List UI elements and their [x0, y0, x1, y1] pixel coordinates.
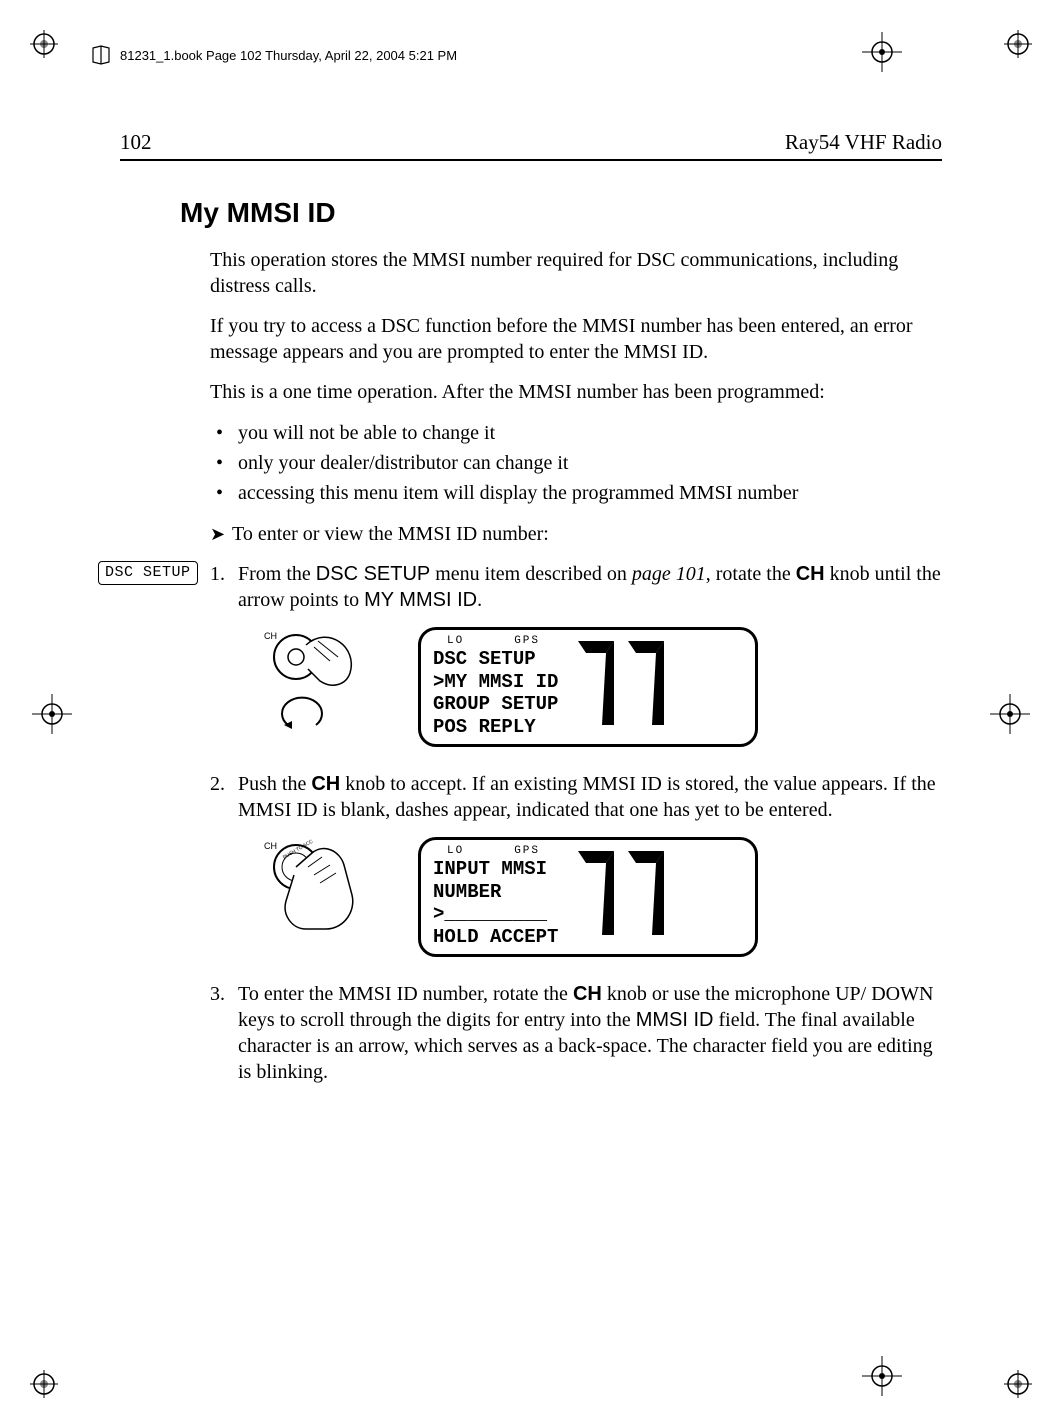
push-knob-icon: CH PUSH TO ACC	[258, 837, 378, 957]
registration-mark-icon	[990, 694, 1030, 734]
section-title: My MMSI ID	[180, 197, 942, 229]
channel-digits-icon	[576, 639, 671, 734]
arrow-icon: ➤	[210, 523, 232, 546]
svg-text:CH: CH	[264, 631, 277, 641]
crop-mark-icon	[1004, 1370, 1032, 1398]
intro-p3: This is a one time operation. After the …	[210, 379, 942, 405]
crop-mark-icon	[1004, 30, 1032, 58]
bullet-item: you will not be able to change it	[210, 419, 942, 447]
svg-text:CH: CH	[264, 841, 277, 851]
running-title: Ray54 VHF Radio	[785, 130, 942, 155]
lcd-display-1: LO GPS DSC SETUP >MY MMSI ID GROUP SETUP…	[418, 627, 758, 747]
step-1: DSC SETUP From the DSC SETUP menu item d…	[210, 561, 942, 747]
procedure-lead: ➤To enter or view the MMSI ID number:	[210, 521, 942, 547]
rotate-knob-icon: CH	[258, 627, 378, 747]
page-ref: page 101	[632, 563, 706, 585]
margin-label: DSC SETUP	[98, 561, 198, 585]
registration-mark-icon	[862, 1356, 902, 1396]
crop-mark-icon	[30, 1370, 58, 1398]
registration-mark-icon	[32, 694, 72, 734]
book-header-text: 81231_1.book Page 102 Thursday, April 22…	[120, 48, 457, 63]
book-header: 81231_1.book Page 102 Thursday, April 22…	[90, 44, 457, 66]
bullet-item: accessing this menu item will display th…	[210, 479, 942, 507]
registration-mark-icon	[862, 32, 902, 72]
book-icon	[90, 44, 112, 66]
intro-p2: If you try to access a DSC function befo…	[210, 313, 942, 365]
channel-digits-icon	[576, 849, 671, 944]
page-number: 102	[120, 130, 152, 155]
bullet-list: you will not be able to change it only y…	[210, 419, 942, 507]
running-header: 102 Ray54 VHF Radio	[120, 130, 942, 161]
step-3: To enter the MMSI ID number, rotate the …	[210, 981, 942, 1085]
lcd-display-2: LO GPS INPUT MMSI NUMBER >_________ HOLD…	[418, 837, 758, 957]
illustration-step2: CH PUSH TO ACC LO GPS	[258, 837, 942, 957]
bullet-item: only your dealer/distributor can change …	[210, 449, 942, 477]
step-2: Push the CH knob to accept. If an existi…	[210, 771, 942, 957]
intro-p1: This operation stores the MMSI number re…	[210, 247, 942, 299]
illustration-step1: CH LO GPS	[258, 627, 942, 747]
crop-mark-icon	[30, 30, 58, 58]
